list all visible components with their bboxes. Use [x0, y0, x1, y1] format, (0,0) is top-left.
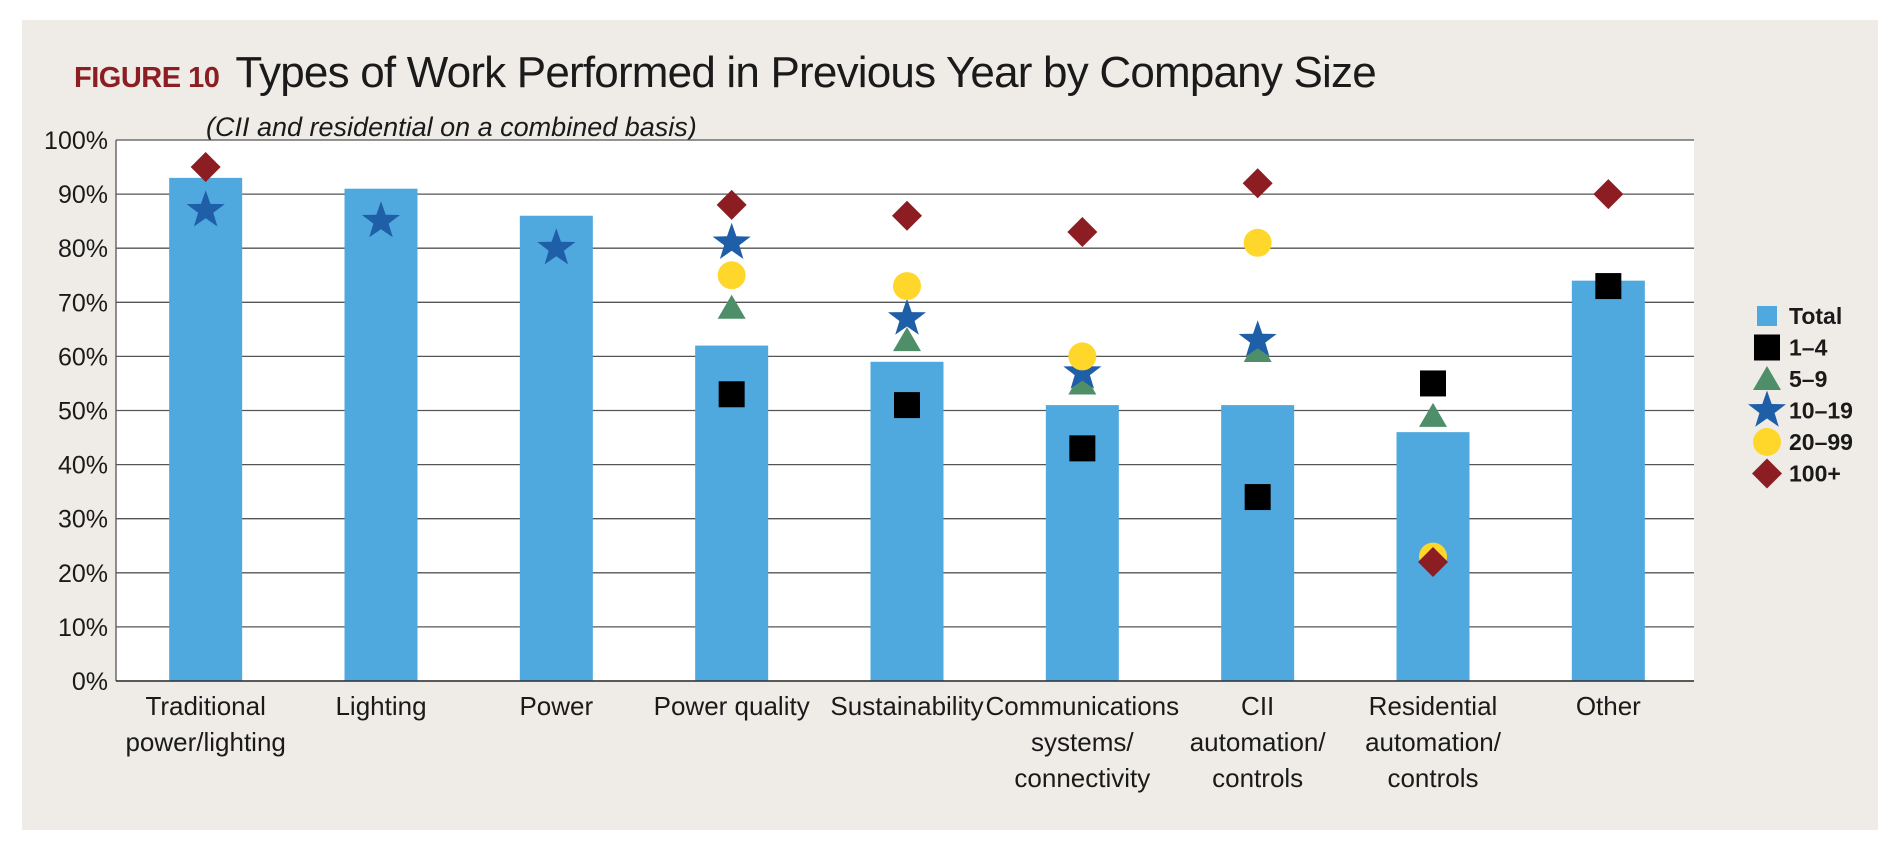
y-tick-label: 0% — [72, 668, 108, 696]
x-tick-label: CII automation/controls — [1190, 691, 1327, 793]
legend-label-1-4: 1–4 — [1789, 335, 1828, 361]
figure-header: FIGURE 10 Types of Work Performed in Prev… — [74, 48, 1377, 98]
marker-10-19 — [1238, 320, 1277, 357]
marker-1-4 — [894, 392, 920, 419]
y-tick-label: 20% — [58, 560, 108, 588]
markers — [186, 152, 1624, 577]
figure-subtitle: (CII and residential on a combined basis… — [206, 112, 697, 142]
marker-5-9 — [1068, 370, 1097, 395]
marker-1-4 — [1595, 273, 1622, 300]
legend-marker-1-4 — [1754, 334, 1780, 361]
marker-100plus — [1418, 546, 1448, 577]
y-tick-label: 100% — [44, 127, 108, 155]
marker-10-19 — [186, 190, 225, 227]
x-tick-label: Traditional power/lighting — [125, 691, 285, 757]
marker-20-99 — [1243, 228, 1272, 257]
y-tick-label: 30% — [58, 506, 108, 534]
legend-marker-20-99 — [1753, 428, 1781, 456]
marker-20-99 — [717, 261, 746, 290]
marker-10-19 — [888, 298, 926, 335]
legend-label-5-9: 5–9 — [1789, 366, 1827, 392]
y-tick-label: 50% — [58, 398, 108, 426]
figure-panel: FIGURE 10 Types of Work Performed in Prev… — [22, 20, 1878, 830]
marker-1-4 — [1069, 435, 1096, 462]
x-tick-label: Residential automation/controls — [1365, 691, 1502, 793]
y-tick-label: 90% — [58, 181, 108, 209]
bar-total — [169, 177, 243, 681]
legend-marker-total — [1757, 306, 1777, 326]
y-tick-label: 80% — [58, 235, 108, 263]
x-tick-label: Power — [519, 691, 593, 721]
y-tick-label: 60% — [58, 343, 108, 371]
marker-10-19 — [537, 228, 576, 265]
marker-10-19 — [1063, 352, 1102, 389]
marker-1-4 — [1244, 484, 1271, 511]
marker-20-99 — [893, 272, 921, 301]
marker-5-9 — [717, 294, 746, 319]
marker-100plus — [190, 152, 221, 183]
legend-label-20-99: 20–99 — [1789, 429, 1853, 455]
x-tick-label: Communications systems/connectivity — [986, 691, 1180, 793]
marker-1-4 — [1420, 370, 1446, 397]
legend-label-10-19: 10–19 — [1789, 398, 1853, 424]
figure-label: FIGURE 10 — [74, 62, 220, 94]
marker-10-19 — [362, 201, 400, 238]
marker-5-9 — [1243, 337, 1272, 362]
marker-20-99 — [1068, 342, 1097, 371]
legend-marker-10-19 — [1748, 390, 1786, 427]
marker-100plus — [892, 200, 922, 231]
legend-marker-5-9 — [1753, 366, 1781, 390]
x-tick-label: Lighting — [335, 691, 426, 721]
marker-100plus — [1067, 216, 1098, 247]
marker-100plus — [1593, 179, 1624, 210]
y-tick-label: 40% — [58, 452, 108, 480]
figure-title: Types of Work Performed in Previous Year… — [235, 48, 1376, 97]
legend: Total 1–4 5–9 10–19 20–99 100+ — [1748, 303, 1853, 489]
marker-10-19 — [712, 222, 751, 259]
axes: 0% 10% 20% 30% 40% 50% 60% 70% 80% 90% 100% Traditi… — [44, 127, 1694, 793]
marker-100plus — [1242, 168, 1273, 199]
marker-100plus — [716, 189, 747, 220]
y-tick-label: 10% — [58, 614, 108, 642]
legend-marker-100plus — [1752, 458, 1782, 489]
marker-5-9 — [1419, 402, 1447, 427]
legend-label-100plus: 100+ — [1789, 461, 1841, 487]
bar-total — [1221, 405, 1295, 681]
y-tick-label: 70% — [58, 289, 108, 317]
bar-total — [344, 188, 418, 681]
bar-total — [1571, 280, 1645, 681]
x-tick-label: Sustainability — [830, 691, 983, 721]
chart: 0% 10% 20% 30% 40% 50% 60% 70% 80% 90% 100% Traditi… — [44, 127, 1853, 793]
bars — [169, 177, 1645, 682]
x-tick-label: Other — [1576, 691, 1641, 721]
bar-total — [519, 215, 593, 682]
x-tick-label: Power quality — [654, 691, 810, 721]
legend-label-total: Total — [1789, 303, 1842, 329]
marker-5-9 — [893, 327, 921, 352]
marker-1-4 — [718, 381, 745, 408]
